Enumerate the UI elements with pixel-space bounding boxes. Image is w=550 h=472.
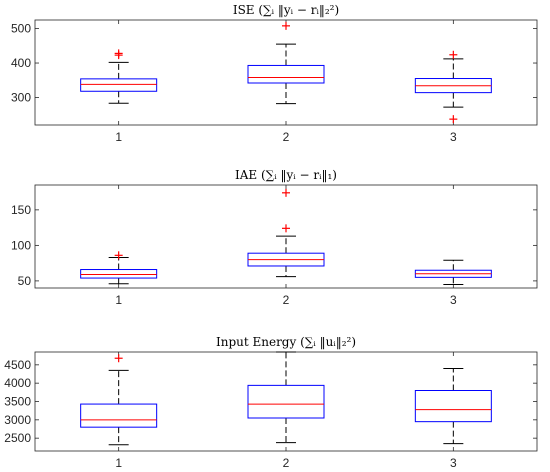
x-tick-label: 3: [450, 130, 457, 144]
y-tick-label: 4000: [4, 376, 31, 390]
chart-title: Input Energy (∑ᵢ ‖uᵢ‖₂²): [216, 335, 356, 349]
outlier-marker: [449, 50, 458, 59]
y-tick-label: 50: [18, 274, 32, 288]
chart-title: ISE (∑ᵢ ‖yᵢ − rᵢ‖₂²): [233, 3, 339, 17]
x-tick-label: 2: [283, 456, 290, 470]
box-plot-panel-2: IAE (∑ᵢ ‖yᵢ − rᵢ‖₁) 50 100 150 1 2 3: [11, 168, 538, 307]
chart-title: IAE (∑ᵢ ‖yᵢ − rᵢ‖₁): [235, 168, 337, 182]
iqr-box: [414, 390, 492, 423]
y-tick-label: 400: [11, 56, 31, 70]
y-tick-label: 500: [11, 22, 31, 36]
outlier-marker: [282, 21, 290, 30]
box-1: [80, 354, 158, 446]
y-tick-label: 300: [11, 90, 31, 104]
y-tick-label: 4500: [4, 358, 31, 372]
outlier-marker: [114, 251, 123, 260]
outlier-marker: [114, 49, 123, 58]
x-tick-label: 2: [283, 130, 290, 144]
box-1: [80, 251, 158, 285]
x-tick-label: 1: [115, 293, 122, 307]
axes-frame: [34, 19, 538, 126]
outlier-marker: [449, 115, 458, 124]
x-tick-label: 1: [115, 456, 122, 470]
iqr-box: [247, 64, 325, 84]
x-tick-label: 3: [450, 456, 457, 470]
y-tick-label: 3000: [4, 413, 31, 427]
iqr-box: [247, 384, 325, 419]
y-tick-label: 150: [11, 203, 31, 217]
x-tick-label: 2: [283, 293, 290, 307]
box-3: [414, 368, 492, 445]
box-1: [80, 49, 158, 104]
box-2: [247, 351, 325, 444]
outlier-marker: [282, 188, 290, 197]
outlier-marker: [282, 224, 290, 233]
y-tick-label: 3500: [4, 395, 31, 409]
x-tick-label: 3: [450, 293, 457, 307]
iqr-box: [80, 78, 158, 92]
iqr-box: [80, 403, 158, 428]
box-plot-panel-3: Input Energy (∑ᵢ ‖uᵢ‖₂²) 2500 3000 3500 4000…: [4, 335, 538, 470]
y-tick-label: 100: [11, 238, 31, 252]
box-3: [414, 50, 492, 124]
box-plot-panel-1: ISE (∑ᵢ ‖yᵢ − rᵢ‖₂²) 300 400 500 1 2 3: [11, 3, 538, 144]
iqr-box: [80, 269, 158, 279]
y-tick-label: 2500: [4, 431, 31, 445]
outlier-marker: [114, 354, 123, 363]
box-2: [247, 21, 325, 105]
box-2: [247, 188, 325, 278]
x-tick-label: 1: [115, 130, 122, 144]
box-3: [414, 259, 492, 285]
